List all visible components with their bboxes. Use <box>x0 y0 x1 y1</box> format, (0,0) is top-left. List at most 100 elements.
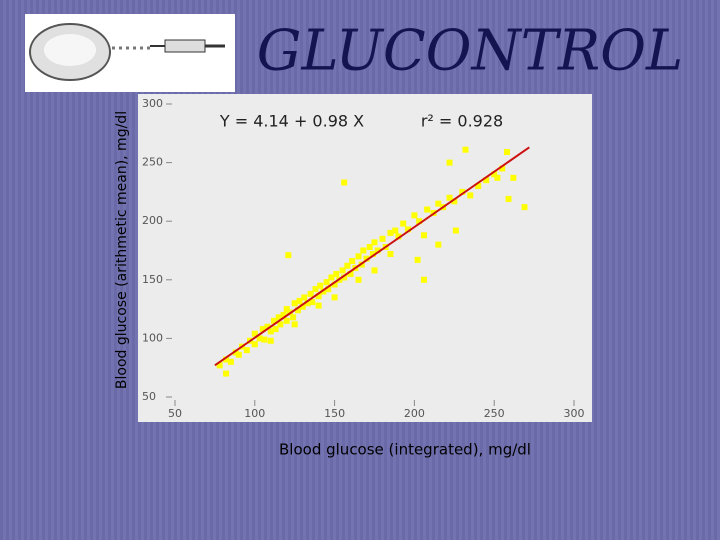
point <box>452 227 459 234</box>
point <box>366 243 373 250</box>
syringe <box>164 39 206 53</box>
point <box>235 351 242 358</box>
point <box>505 195 512 202</box>
point <box>232 349 239 356</box>
point <box>475 183 482 190</box>
point <box>420 276 427 283</box>
food <box>44 34 96 66</box>
point <box>347 270 354 277</box>
x-axis-label: Blood glucose (integrated), mg/dl <box>279 441 531 459</box>
point <box>296 297 303 304</box>
point <box>223 370 230 377</box>
point <box>251 330 258 337</box>
y-axis-label: Blood glucose (arithmetic mean), mg/dl <box>114 111 130 389</box>
point <box>261 336 268 343</box>
point <box>299 303 306 310</box>
x-tick-label: 250 <box>484 407 505 420</box>
y-tick-label: 150 <box>142 273 163 286</box>
point <box>283 317 290 324</box>
point <box>315 302 322 309</box>
point <box>291 321 298 328</box>
point <box>387 251 394 258</box>
x-tick-label: 300 <box>564 407 585 420</box>
point <box>264 323 271 330</box>
point <box>494 174 501 181</box>
point <box>395 233 402 240</box>
point <box>371 239 378 246</box>
point <box>333 270 340 277</box>
point <box>331 294 338 301</box>
point <box>467 192 474 199</box>
point <box>355 276 362 283</box>
point <box>328 274 335 281</box>
point <box>290 314 297 321</box>
illustration <box>25 14 235 92</box>
point <box>363 255 370 262</box>
point <box>294 307 301 314</box>
point <box>499 165 506 172</box>
point <box>323 279 330 286</box>
chart-title: GLUCONTROL <box>257 19 683 84</box>
point <box>435 241 442 248</box>
point <box>339 267 346 274</box>
y-tick-label: 250 <box>142 156 163 169</box>
point <box>291 300 298 307</box>
point <box>510 174 517 181</box>
y-tick-label: 50 <box>142 390 156 403</box>
x-tick-label: 100 <box>244 407 265 420</box>
point <box>400 220 407 227</box>
point <box>392 227 399 234</box>
y-tick-label: 100 <box>142 331 163 344</box>
point <box>267 337 274 344</box>
point <box>317 282 324 289</box>
point <box>416 218 423 225</box>
point <box>325 286 332 293</box>
point <box>309 299 316 306</box>
point <box>301 294 308 301</box>
point <box>462 146 469 153</box>
point <box>223 356 230 363</box>
point <box>446 194 453 201</box>
x-tick-label: 150 <box>324 407 345 420</box>
point <box>280 311 287 318</box>
point <box>424 206 431 213</box>
point <box>277 321 284 328</box>
x-tick-label: 50 <box>168 407 182 420</box>
point <box>446 159 453 166</box>
point <box>243 347 250 354</box>
point <box>414 256 421 263</box>
point <box>341 274 348 281</box>
point <box>216 362 223 369</box>
point <box>459 188 466 195</box>
y-tick-label: 300 <box>142 97 163 110</box>
point <box>320 288 327 295</box>
point <box>483 177 490 184</box>
point <box>435 200 442 207</box>
r-squared: r² = 0.928 <box>421 112 503 131</box>
point <box>256 335 263 342</box>
point <box>259 326 266 333</box>
y-tick-label: 200 <box>142 214 163 227</box>
point <box>267 328 274 335</box>
point <box>369 251 376 258</box>
point <box>272 326 279 333</box>
point <box>420 232 427 239</box>
point <box>304 300 311 307</box>
point <box>275 314 282 321</box>
point <box>315 293 322 300</box>
point <box>491 171 498 178</box>
fit-line <box>214 146 530 367</box>
point <box>331 281 338 288</box>
point <box>374 247 381 254</box>
point <box>451 198 458 205</box>
point <box>270 317 277 324</box>
point <box>344 262 351 269</box>
equation: Y = 4.14 + 0.98 X <box>219 112 364 131</box>
point <box>312 286 319 293</box>
point <box>285 252 292 259</box>
point <box>349 258 356 265</box>
point <box>251 341 258 348</box>
point <box>521 204 528 211</box>
point <box>411 212 418 219</box>
